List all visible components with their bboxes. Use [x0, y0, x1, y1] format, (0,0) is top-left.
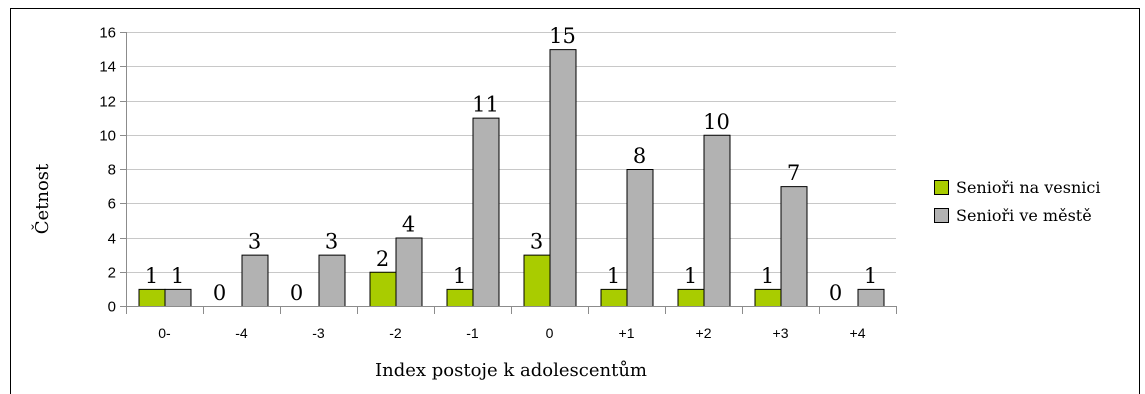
bar-mesto	[241, 254, 269, 307]
y-tick-label: 6	[108, 196, 116, 213]
bar-mesto	[780, 186, 808, 307]
data-label: 3	[325, 230, 338, 254]
x-tick-label: 0-	[158, 325, 171, 341]
legend-label: Senioři ve městě	[956, 206, 1092, 225]
x-tick-label: +1	[619, 325, 635, 341]
bar-mesto	[549, 49, 577, 307]
bar-mesto	[472, 117, 500, 307]
bar-mesto	[164, 288, 192, 307]
data-label: 3	[530, 230, 543, 254]
chart-border	[10, 8, 1140, 394]
y-tick-label: 8	[108, 162, 116, 179]
data-label: 10	[703, 110, 730, 134]
x-tick-label: -2	[389, 325, 402, 341]
x-tick-label: +4	[850, 325, 866, 341]
bar-mesto	[703, 134, 731, 307]
data-label: 1	[864, 264, 877, 288]
x-tick-label: -4	[235, 325, 248, 341]
data-label: 7	[787, 161, 800, 185]
y-tick-label: 16	[99, 25, 116, 42]
y-tick-label: 10	[99, 128, 116, 145]
bar-mesto	[318, 254, 346, 307]
bars	[138, 49, 885, 307]
x-tick-label: +3	[773, 325, 789, 341]
legend: Senioři na vesnici Senioři ve městě	[934, 178, 1100, 225]
bar-mesto	[857, 288, 885, 307]
y-tick-label: 4	[108, 231, 116, 248]
x-tick-label: 0	[546, 325, 554, 341]
data-label: 0	[829, 281, 842, 305]
bar-vesnice	[446, 288, 474, 307]
data-label: 1	[761, 264, 774, 288]
x-tick-label: +2	[696, 325, 712, 341]
y-tick-label: 14	[99, 59, 116, 76]
data-label: 0	[213, 281, 226, 305]
data-label: 15	[549, 24, 576, 48]
bar-vesnice	[138, 288, 166, 307]
data-label: 1	[171, 264, 184, 288]
y-axis-title: Četnost	[30, 163, 53, 234]
y-tick-label: 0	[108, 299, 116, 316]
y-tick-label: 2	[108, 265, 116, 282]
legend-label: Senioři na vesnici	[956, 178, 1100, 197]
bar-vesnice	[600, 288, 628, 307]
data-label: 11	[472, 93, 499, 117]
x-tick-label: -3	[312, 325, 325, 341]
x-tick-label: -1	[466, 325, 479, 341]
bar-vesnice	[523, 254, 551, 307]
data-label: 3	[248, 230, 261, 254]
data-label: 1	[453, 264, 466, 288]
bar-vesnice	[677, 288, 705, 307]
bar-mesto	[395, 237, 423, 307]
data-label: 8	[633, 144, 646, 168]
bar-vesnice	[754, 288, 782, 307]
data-label: 1	[145, 264, 158, 288]
data-label: 1	[684, 264, 697, 288]
x-axis-title: Index postoje k adolescentům	[375, 359, 647, 381]
y-tick-label: 12	[99, 94, 116, 111]
legend-swatch	[934, 208, 949, 223]
data-label: 1	[607, 264, 620, 288]
bar-vesnice	[369, 271, 397, 307]
data-label: 2	[376, 247, 389, 271]
bar-mesto	[626, 169, 654, 307]
data-label: 4	[402, 213, 415, 237]
legend-swatch	[934, 180, 949, 195]
data-label: 0	[290, 281, 303, 305]
